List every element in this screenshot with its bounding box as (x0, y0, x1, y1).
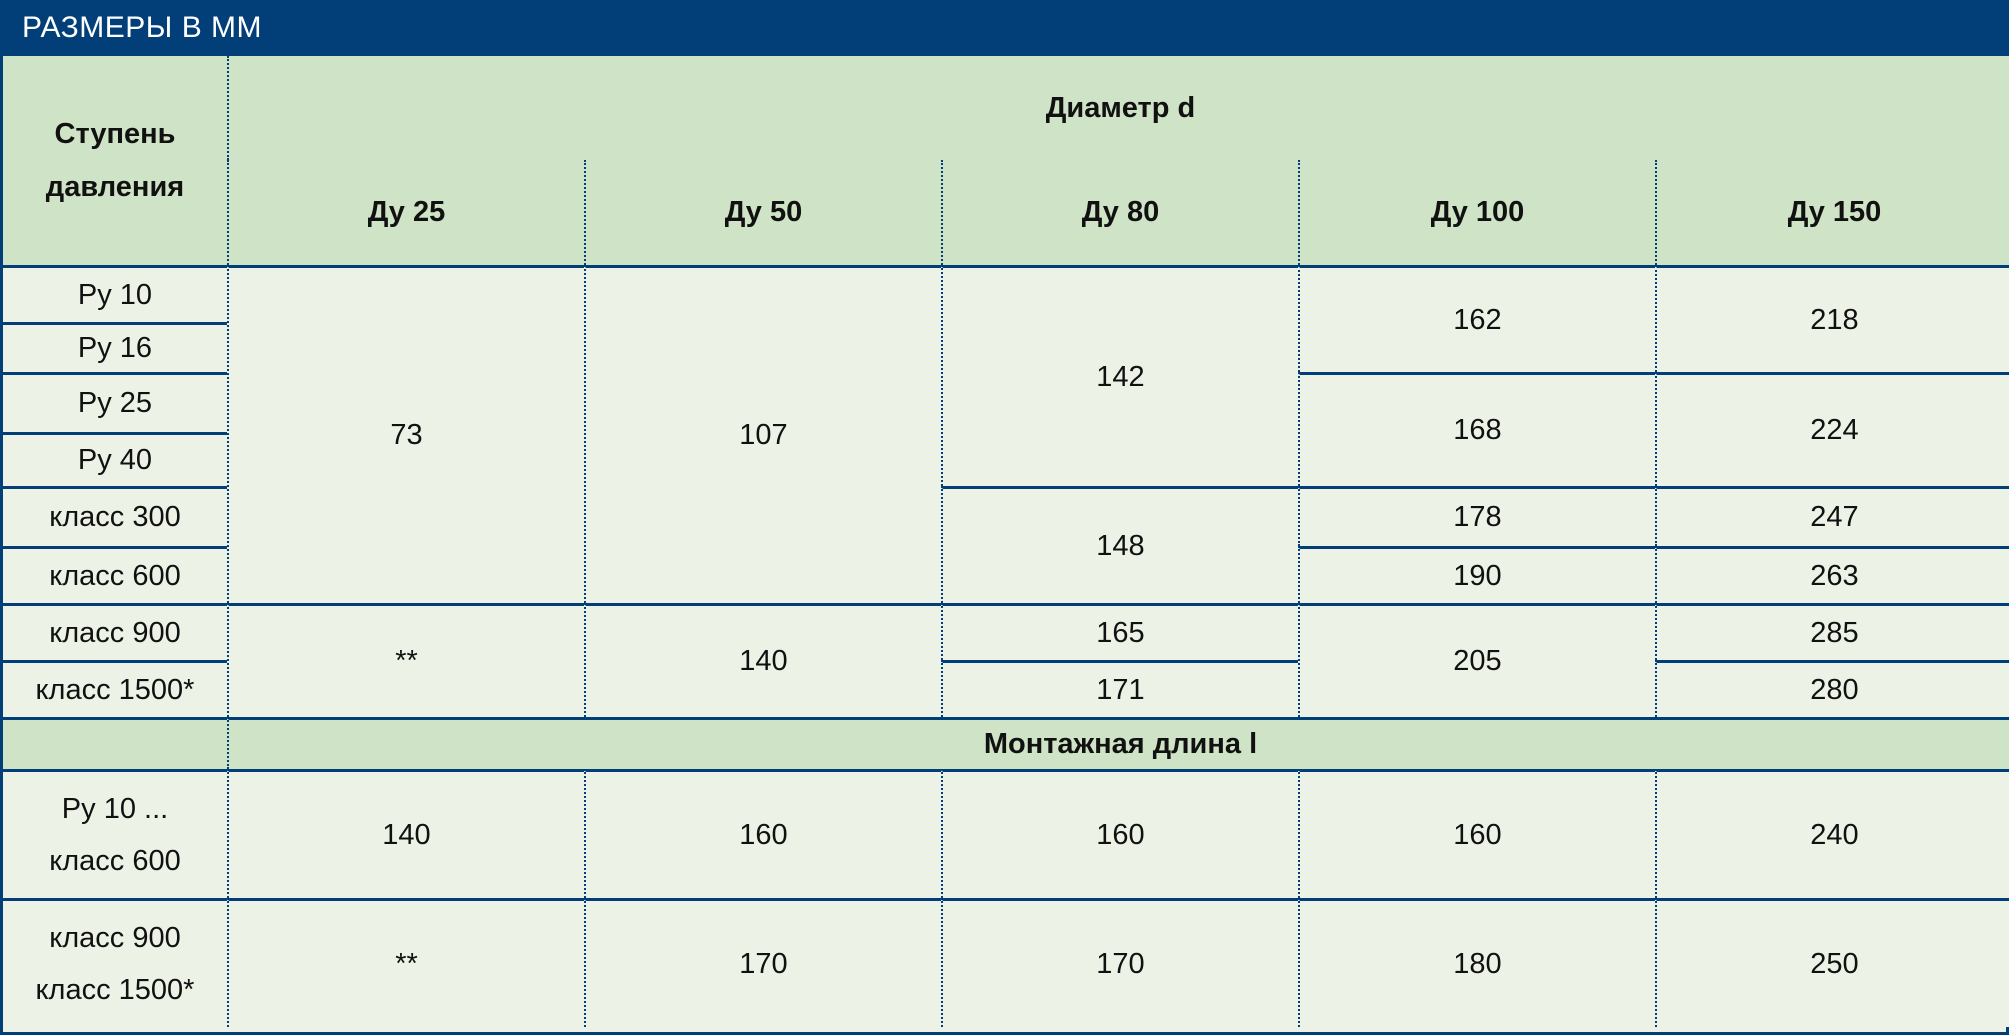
row-label-class1500: класс 1500* (3, 660, 227, 717)
row-label-class900: класс 900 (3, 603, 227, 660)
diameter-du100-header: Ду 100 (1298, 160, 1655, 265)
length-du25-class900-1500: ** (227, 898, 584, 1027)
length-du25-ru10-class600: 140 (227, 769, 584, 898)
cell-du150-class900: 285 (1655, 603, 2009, 660)
pressure-stage-header: Ступень давления (3, 56, 227, 265)
length-du150-class900-1500: 250 (1655, 898, 2009, 1027)
cell-du100-class600: 190 (1298, 546, 1655, 603)
length-row-label-class900-1500: класс 900 класс 1500* (3, 898, 227, 1027)
cell-du100-ru25-ru40: 168 (1298, 372, 1655, 486)
diameter-du150-header: Ду 150 (1655, 160, 2009, 265)
cell-du80-class900: 165 (941, 603, 1298, 660)
cell-du100-ru10-ru16: 162 (1298, 265, 1655, 372)
row-label-class300: класс 300 (3, 486, 227, 546)
cell-du25-ru10-class600: 73 (227, 265, 584, 603)
cell-du100-class900-1500: 205 (1298, 603, 1655, 717)
cell-du150-class300: 247 (1655, 486, 2009, 546)
diameter-header: Диаметр d (227, 56, 2009, 160)
length-du100-class900-1500: 180 (1298, 898, 1655, 1027)
dimensions-table: Ступень давления Диаметр d Ду 25 Ду 50 Д… (0, 56, 2009, 1035)
cell-du50-class900-1500: 140 (584, 603, 941, 717)
length-du80-class900-1500: 170 (941, 898, 1298, 1027)
row-label-ru40: Ру 40 (3, 432, 227, 486)
row-label-ru25: Ру 25 (3, 372, 227, 432)
cell-du150-ru25-ru40: 224 (1655, 372, 2009, 486)
cell-du100-class300: 178 (1298, 486, 1655, 546)
row-label-class600: класс 600 (3, 546, 227, 603)
diameter-du25-header: Ду 25 (227, 160, 584, 265)
table-title: РАЗМЕРЫ В ММ (0, 0, 2009, 56)
diameter-du80-header: Ду 80 (941, 160, 1298, 265)
installation-length-header: Монтажная длина l (227, 717, 2009, 769)
cell-du80-ru10-ru40: 142 (941, 265, 1298, 486)
length-du100-ru10-class600: 160 (1298, 769, 1655, 898)
length-du50-ru10-class600: 160 (584, 769, 941, 898)
row-label-ru10: Ру 10 (3, 265, 227, 322)
length-header-blank (3, 717, 227, 769)
length-row-label-ru10-class600: Ру 10 ... класс 600 (3, 769, 227, 898)
length-du80-ru10-class600: 160 (941, 769, 1298, 898)
length-du150-ru10-class600: 240 (1655, 769, 2009, 898)
cell-du80-class300-600: 148 (941, 486, 1298, 603)
row-label-ru16: Ру 16 (3, 322, 227, 372)
length-du50-class900-1500: 170 (584, 898, 941, 1027)
cell-du150-ru10-ru16: 218 (1655, 265, 2009, 372)
cell-du150-class1500: 280 (1655, 660, 2009, 717)
cell-du80-class1500: 171 (941, 660, 1298, 717)
pressure-stage-header-label: Ступень давления (45, 118, 185, 203)
cell-du25-class900-1500: ** (227, 603, 584, 717)
cell-du150-class600: 263 (1655, 546, 2009, 603)
cell-du50-ru10-class600: 107 (584, 265, 941, 603)
diameter-du50-header: Ду 50 (584, 160, 941, 265)
